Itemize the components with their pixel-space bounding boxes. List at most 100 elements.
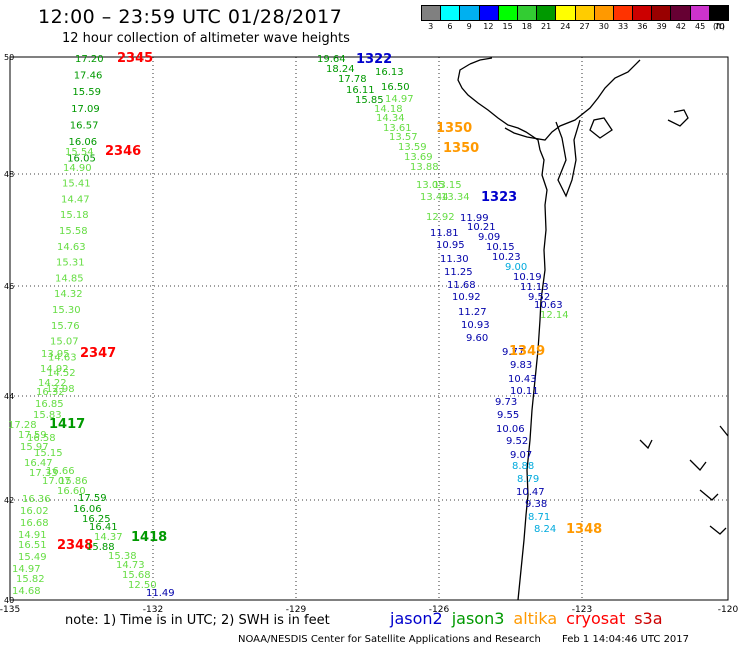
swh-value: 17.09 xyxy=(71,104,100,115)
swh-value: 9.60 xyxy=(466,333,488,344)
pass-label: 2348 xyxy=(57,538,93,553)
coastline-segment xyxy=(639,439,653,450)
swh-value: 8.79 xyxy=(517,474,539,485)
color-swatch xyxy=(690,6,710,20)
swh-value: 17.07 xyxy=(42,476,71,487)
swh-value: 13.59 xyxy=(398,142,427,153)
pass-label: 1322 xyxy=(356,52,392,67)
color-scale-label: (ft) xyxy=(712,22,726,31)
legend-jason2: jason2 xyxy=(390,609,443,628)
color-scale-label: 3 xyxy=(428,22,434,31)
swh-value: 10.23 xyxy=(492,252,521,263)
swh-value: 17.20 xyxy=(75,54,104,65)
color-swatch xyxy=(556,6,576,20)
swh-value: 10.92 xyxy=(452,292,481,303)
lat-tick-label: 42 xyxy=(4,496,14,505)
swh-value: 9.09 xyxy=(478,232,500,243)
swh-value: 14.47 xyxy=(61,194,90,205)
color-scale-label: 39 xyxy=(656,22,667,31)
swh-value: 12.92 xyxy=(426,212,455,223)
swh-value: 11.25 xyxy=(444,267,473,278)
coastline-segment xyxy=(589,117,613,139)
color-swatch xyxy=(633,6,653,20)
pass-label: 2345 xyxy=(117,51,153,66)
swh-value: 14.73 xyxy=(116,560,145,571)
color-swatch xyxy=(671,6,691,20)
swh-value: 16.85 xyxy=(35,399,64,410)
credit-text: NOAA/NESDIS Center for Satellite Applica… xyxy=(238,634,541,645)
pass-label: 1348 xyxy=(566,522,602,537)
coastline-segment xyxy=(555,119,581,198)
swh-value: 16.25 xyxy=(82,514,111,525)
swh-value: 17.78 xyxy=(338,74,367,85)
coastline-segment xyxy=(667,109,689,127)
color-swatch xyxy=(422,6,442,20)
swh-value: 15.30 xyxy=(52,305,81,316)
swh-value: 15.68 xyxy=(122,570,151,581)
swh-value: 15.58 xyxy=(59,226,88,237)
swh-value: 10.43 xyxy=(508,374,537,385)
timestamp: Feb 1 14:04:46 UTC 2017 xyxy=(562,634,690,645)
lon-tick-label: -135 xyxy=(0,605,20,615)
swh-value: 10.11 xyxy=(510,386,539,397)
wave-height-labels: 2345 17.20 17.46 15.59 17.09 16.57 16.06 16.05 2… xyxy=(8,51,602,599)
swh-value: 15.49 xyxy=(18,552,47,563)
lat-tick-label: 48 xyxy=(4,170,14,179)
coastline-segment xyxy=(699,489,719,501)
lon-tick-label: -126 xyxy=(429,605,450,615)
color-swatch xyxy=(594,6,614,20)
swh-value: 9.55 xyxy=(497,410,519,421)
swh-value: 11.49 xyxy=(146,588,175,599)
swh-value: 13.69 xyxy=(404,152,433,163)
satellite-legend: jason2 jason3 altika cryosat s3a xyxy=(390,609,672,628)
swh-value: 8.24 xyxy=(534,524,556,535)
lat-tick-label: 50 xyxy=(4,53,14,62)
color-scale-label: 12 xyxy=(483,22,494,31)
swh-value: 14.18 xyxy=(374,104,403,115)
color-scale-label: 30 xyxy=(598,22,609,31)
swh-value: 10.19 xyxy=(513,272,542,283)
swh-value: 12.50 xyxy=(128,580,157,591)
swh-value: 16.47 xyxy=(24,458,53,469)
swh-value: 14.63 xyxy=(48,352,77,363)
swh-value: 13.57 xyxy=(389,132,418,143)
swh-value: 10.21 xyxy=(467,222,496,233)
color-scale-label: 27 xyxy=(579,22,590,31)
pass-label: 1417 xyxy=(49,417,85,432)
color-scale-labels: 3 6 9 12 15 18 21 24 27 30 33 36 39 42 45 70 (ft) xyxy=(421,22,729,34)
swh-value: 9.73 xyxy=(495,397,517,408)
swh-value: 14.22 xyxy=(38,378,67,389)
swh-value: 11.81 xyxy=(430,228,459,239)
color-swatch xyxy=(652,6,672,20)
swh-value: 13.44 xyxy=(420,192,449,203)
color-swatch xyxy=(517,6,538,20)
swh-value: 14.37 xyxy=(94,532,123,543)
map-subtitle: 12 hour collection of altimeter wave hei… xyxy=(62,31,350,46)
swh-value: 8.71 xyxy=(528,512,550,523)
swh-value: 15.54 xyxy=(65,147,94,158)
legend-altika: altika xyxy=(513,609,558,628)
swh-value: 16.11 xyxy=(346,85,375,96)
swh-value: 9.38 xyxy=(525,499,547,510)
swh-value: 15.86 xyxy=(59,476,88,487)
swh-value: 16.06 xyxy=(69,137,98,148)
swh-value: 9.52 xyxy=(528,292,550,303)
color-scale-swatches xyxy=(421,5,729,21)
swh-value: 15.82 xyxy=(16,574,45,585)
color-swatch xyxy=(498,6,518,20)
pass-label: 2347 xyxy=(80,346,116,361)
pass-label: 1323 xyxy=(481,190,517,205)
swh-value: 9.77 xyxy=(502,347,524,358)
swh-value: 15.76 xyxy=(51,321,80,332)
swh-value: 17.28 xyxy=(8,420,37,431)
credit-line: NOAA/NESDIS Center for Satellite Applica… xyxy=(238,634,689,645)
swh-value: 10.63 xyxy=(534,300,563,311)
swh-value: 14.97 xyxy=(12,564,41,575)
color-scale-label: 9 xyxy=(466,22,472,31)
swh-value: 11.68 xyxy=(447,280,476,291)
swh-value: 16.66 xyxy=(46,466,75,477)
swh-value: 9.07 xyxy=(510,450,532,461)
swh-value: 16.60 xyxy=(57,486,86,497)
map-title: 12:00 – 23:59 UTC 01/28/2017 xyxy=(38,6,343,28)
color-scale-label: 45 xyxy=(695,22,706,31)
